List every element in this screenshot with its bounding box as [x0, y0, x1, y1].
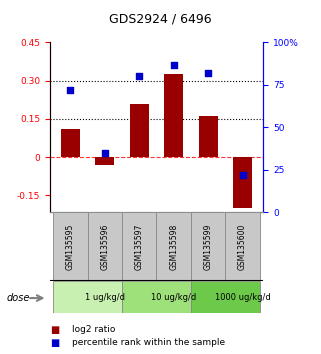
Bar [130, 104, 149, 157]
Bar [199, 116, 218, 157]
Text: ■: ■ [50, 338, 59, 348]
Text: 10 ug/kg/d: 10 ug/kg/d [151, 293, 196, 302]
Text: 1 ug/kg/d: 1 ug/kg/d [85, 293, 125, 302]
Bar [88, 212, 122, 281]
Point [137, 74, 142, 79]
Text: percentile rank within the sample: percentile rank within the sample [72, 338, 225, 347]
Text: 1000 ug/kg/d: 1000 ug/kg/d [215, 293, 270, 302]
Text: GSM135597: GSM135597 [135, 224, 144, 270]
Point [240, 172, 245, 178]
Text: GSM135600: GSM135600 [238, 224, 247, 270]
Text: GSM135596: GSM135596 [100, 224, 109, 270]
Point [68, 87, 73, 93]
Bar [233, 157, 252, 208]
Bar [122, 212, 156, 281]
Text: GDS2924 / 6496: GDS2924 / 6496 [109, 13, 212, 26]
Bar [225, 212, 260, 281]
Text: GSM135599: GSM135599 [204, 224, 213, 270]
Text: log2 ratio: log2 ratio [72, 325, 116, 335]
Bar [53, 281, 122, 313]
Text: GSM135595: GSM135595 [66, 224, 75, 270]
Text: dose: dose [6, 293, 30, 303]
Point [102, 150, 108, 156]
Bar [53, 212, 88, 281]
Point [171, 62, 176, 67]
Bar [191, 212, 225, 281]
Bar [157, 212, 191, 281]
Text: ■: ■ [50, 325, 59, 335]
Bar [191, 281, 260, 313]
Bar [122, 281, 191, 313]
Point [205, 70, 211, 76]
Bar [164, 74, 183, 157]
Bar [95, 157, 114, 165]
Bar [61, 129, 80, 157]
Text: GSM135598: GSM135598 [169, 224, 178, 270]
